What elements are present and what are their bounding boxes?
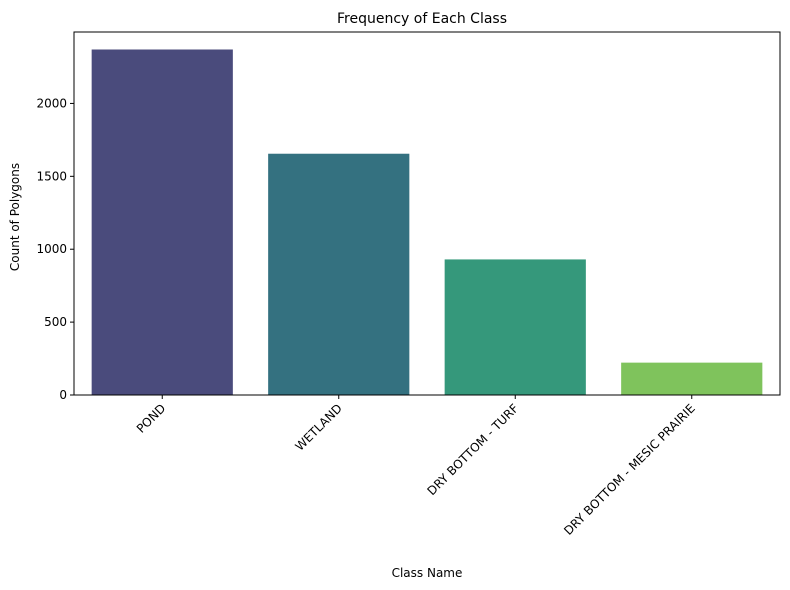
y-axis: 0 500 1000 1500 2000 — [36, 96, 74, 402]
chart-title: Frequency of Each Class — [337, 11, 507, 27]
x-axis: POND WETLAND DRY BOTTOM - TURF DRY BOTTOM -… — [134, 395, 698, 538]
plot-frame — [73, 31, 781, 396]
bar-1 — [268, 153, 410, 395]
y-tick-label-1: 500 — [44, 315, 67, 329]
bar-2 — [444, 259, 586, 395]
y-tick-label-0: 0 — [59, 388, 67, 402]
bar-3 — [621, 362, 763, 395]
x-tick-label-1: WETLAND — [292, 401, 344, 453]
x-tick-label-0: POND — [134, 401, 169, 436]
bars-group — [91, 49, 763, 395]
y-tick-label-4: 2000 — [36, 96, 67, 110]
bar-0 — [91, 49, 233, 395]
x-axis-label: Class Name — [392, 566, 463, 580]
x-tick-label-2: DRY BOTTOM - TURF — [425, 401, 522, 498]
y-tick-label-3: 1500 — [36, 169, 67, 183]
y-tick-label-2: 1000 — [36, 242, 67, 256]
x-tick-label-3: DRY BOTTOM - MESIC PRAIRIE — [561, 401, 698, 538]
y-axis-label: Count of Polygons — [8, 163, 22, 271]
